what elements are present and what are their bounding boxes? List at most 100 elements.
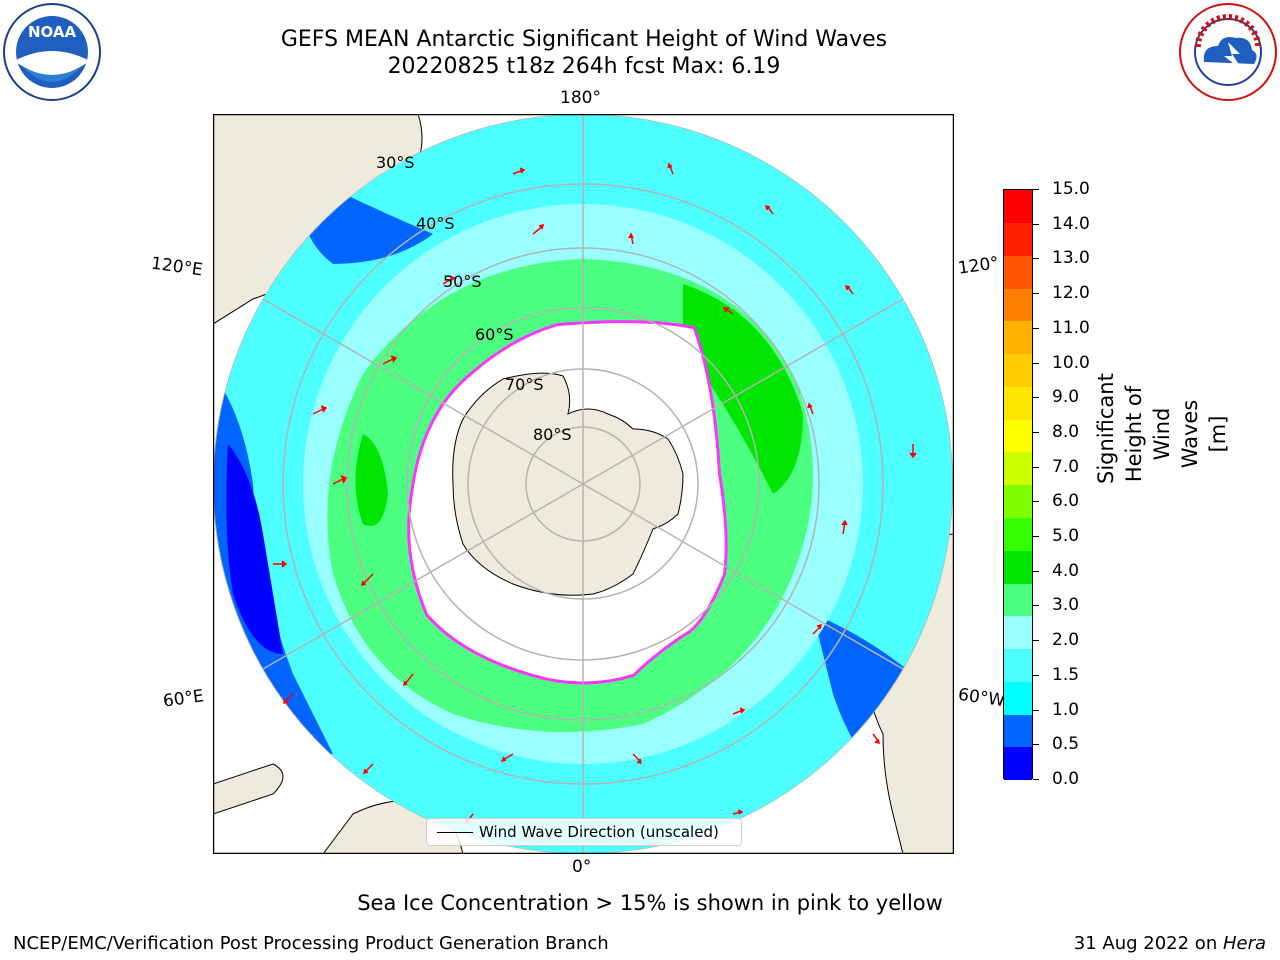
chart-title-line2: 20220825 t18z 264h fcst Max: 6.19 xyxy=(387,54,781,79)
colorbar-tick xyxy=(1033,258,1039,260)
arrow xyxy=(512,167,526,175)
arrow xyxy=(732,707,746,715)
arrow xyxy=(500,753,514,763)
colorbar-tick xyxy=(1033,327,1039,329)
colorbar-tick xyxy=(1033,293,1039,295)
colorbar-tick xyxy=(1033,570,1039,572)
arrow xyxy=(628,232,634,245)
arrow xyxy=(764,204,774,215)
colorbar-tick xyxy=(1033,536,1039,538)
nws-logo xyxy=(1178,2,1278,102)
colorbar-tick-label: 5.0 xyxy=(1052,526,1080,547)
sea-ice-note: Sea Ice Concentration > 15% is shown in … xyxy=(357,891,943,915)
chart-title-line1: GEFS MEAN Antarctic Significant Height o… xyxy=(280,27,888,52)
colorbar-tick xyxy=(1033,709,1039,711)
lat-label-40s: 40°S xyxy=(416,214,455,233)
colorbar-tick-label: 8.0 xyxy=(1052,421,1080,442)
colorbar-segment xyxy=(1004,550,1032,584)
colorbar-tick xyxy=(1033,466,1039,468)
high-wave-patch-west xyxy=(355,434,388,526)
polar-map xyxy=(212,113,955,855)
colorbar-tick-label: 1.5 xyxy=(1052,664,1080,685)
calm-zone-west xyxy=(226,444,283,654)
footer-branch: NCEP/EMC/Verification Post Processing Pr… xyxy=(13,933,609,954)
colorbar-tick-label: 7.0 xyxy=(1052,456,1080,477)
map-legend: Wind Wave Direction (unscaled) xyxy=(426,818,742,846)
arrow xyxy=(312,405,328,415)
colorbar-tick-label: 0.0 xyxy=(1052,769,1080,789)
colorbar-segment xyxy=(1004,222,1032,256)
arrow xyxy=(402,673,414,687)
colorbar-tick-label: 10.0 xyxy=(1052,352,1090,373)
footer-date-text: 31 Aug 2022 on xyxy=(1073,933,1223,954)
colorbar-segment xyxy=(1004,255,1032,289)
colorbar-tick-label: 13.0 xyxy=(1052,248,1090,269)
lat-label-50s: 50°S xyxy=(443,272,482,291)
colorbar-title: Significant Height of Wind Waves [m] xyxy=(1092,373,1232,484)
noaa-logo-text: NOAA xyxy=(28,23,77,41)
polar-map-svg xyxy=(212,113,955,855)
arrow xyxy=(360,573,374,587)
arrow xyxy=(442,275,456,285)
arrow xyxy=(532,223,545,235)
footer-machine: Hera xyxy=(1222,933,1266,954)
arrow xyxy=(807,402,814,415)
colorbar-segment xyxy=(1004,190,1032,223)
colorbar-tick-label: 2.0 xyxy=(1052,630,1080,651)
colorbar-tick-label: 1.0 xyxy=(1052,699,1080,720)
colorbar-tick xyxy=(1033,744,1039,746)
colorbar-segment xyxy=(1004,288,1032,322)
arrow xyxy=(909,444,917,459)
lat-label-30s: 30°S xyxy=(376,153,415,172)
colorbar-tick xyxy=(1033,431,1039,433)
colorbar-segment xyxy=(1004,583,1032,617)
colorbar-tick-label: 4.0 xyxy=(1052,560,1080,581)
colorbar-segment xyxy=(1004,419,1032,453)
lon-label-60w: 60°W xyxy=(956,684,1007,712)
arrow xyxy=(632,753,643,765)
colorbar-tick-label: 14.0 xyxy=(1052,213,1090,234)
lon-label-120w: 120° xyxy=(956,253,1001,279)
colorbar-tick xyxy=(1033,674,1039,676)
colorbar-tick-label: 3.0 xyxy=(1052,595,1080,616)
colorbar-tick-label: 6.0 xyxy=(1052,491,1080,512)
lat-label-60s: 60°S xyxy=(475,325,514,344)
lon-label-120e: 120°E xyxy=(149,253,204,281)
arrow xyxy=(282,693,294,705)
colorbar-segment xyxy=(1004,386,1032,420)
colorbar-segment xyxy=(1004,747,1032,781)
arrow xyxy=(722,307,734,315)
colorbar-title-text: Significant Height of Wind Waves [m] xyxy=(1094,373,1230,484)
arrow xyxy=(844,284,854,295)
arrow xyxy=(273,560,288,568)
colorbar-tick-label: 12.0 xyxy=(1052,283,1090,304)
arrow xyxy=(332,475,348,485)
arrow xyxy=(362,763,374,775)
arrow xyxy=(667,162,674,175)
colorbar-tick xyxy=(1033,189,1039,190)
arrow xyxy=(382,355,398,365)
colorbar-segment xyxy=(1004,321,1032,355)
colorbar-segment xyxy=(1004,452,1032,486)
colorbar-segment xyxy=(1004,616,1032,650)
colorbar-tick xyxy=(1033,397,1039,399)
lon-label-0: 0° xyxy=(572,857,592,877)
colorbar-tick xyxy=(1033,501,1039,503)
colorbar-tick xyxy=(1033,779,1039,780)
footer-date: 31 Aug 2022 on Hera xyxy=(1074,933,1266,954)
colorbar-segment xyxy=(1004,485,1032,518)
colorbar-segment xyxy=(1004,517,1032,551)
colorbar-tick-label: 15.0 xyxy=(1052,179,1090,199)
colorbar-tick xyxy=(1033,362,1039,364)
lon-label-180: 180° xyxy=(560,88,601,108)
colorbar-tick-label: 0.5 xyxy=(1052,734,1080,755)
colorbar-segment xyxy=(1004,681,1032,715)
arrow xyxy=(812,623,823,635)
colorbar-tick-label: 11.0 xyxy=(1052,317,1090,338)
arrow xyxy=(732,809,744,815)
colorbar-segment xyxy=(1004,714,1032,748)
arrow xyxy=(841,519,848,535)
colorbar-tick-label: 9.0 xyxy=(1052,387,1080,408)
legend-label: Wind Wave Direction (unscaled) xyxy=(479,823,719,841)
antarctica-land xyxy=(452,372,684,596)
